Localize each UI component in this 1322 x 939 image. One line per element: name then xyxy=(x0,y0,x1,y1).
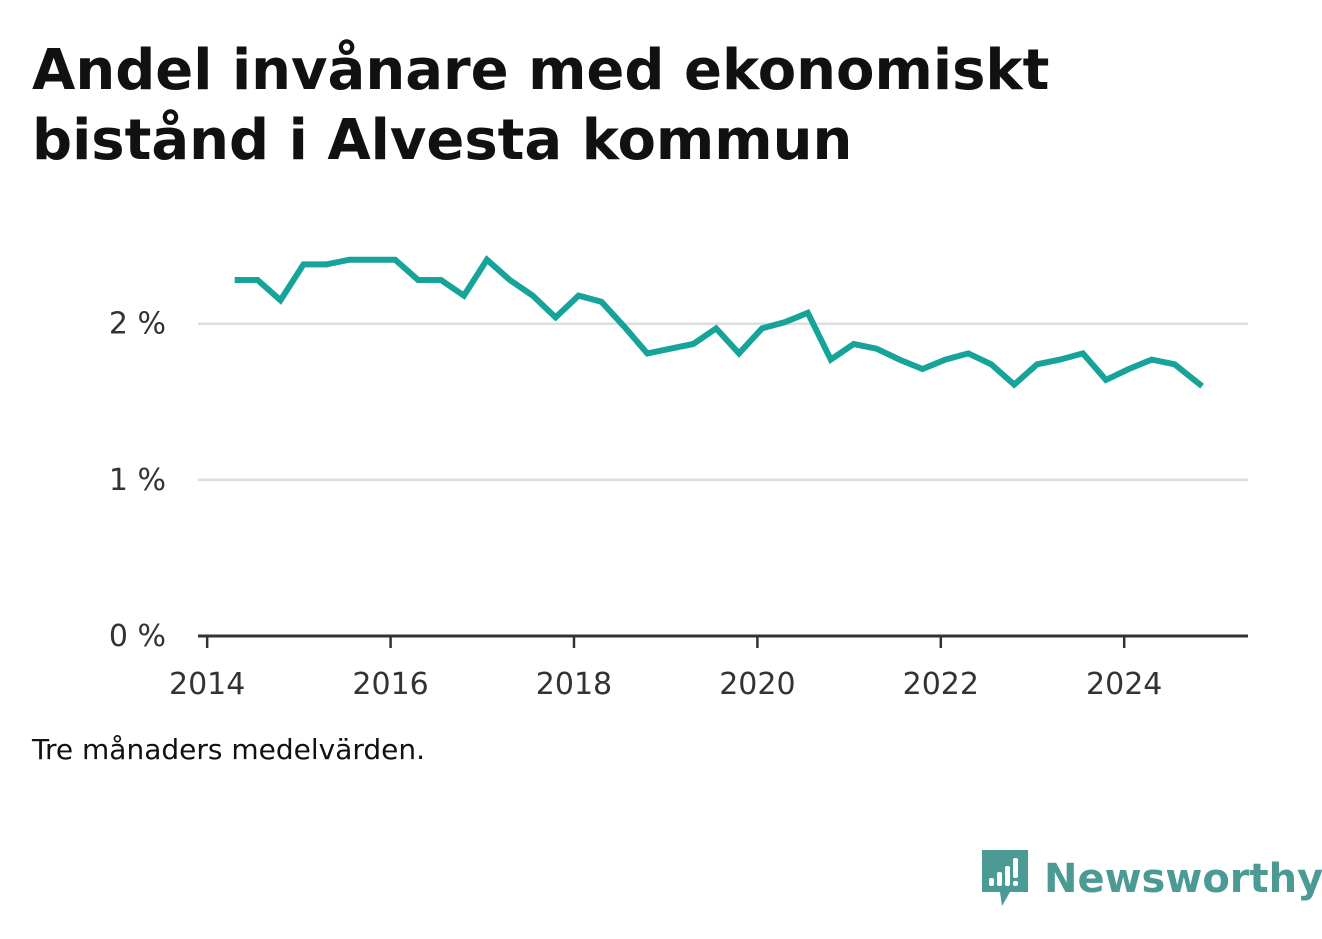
data-point xyxy=(461,293,467,299)
chart-note: Tre månaders medelvärden. xyxy=(32,733,426,766)
data-point xyxy=(530,293,536,299)
data-point xyxy=(1011,382,1017,388)
newsworthy-logo-icon xyxy=(982,850,1028,906)
data-point xyxy=(965,350,971,356)
line-chart: 0 % 1 % 2 % 2014 2016 2018 2020 2022 2024 xyxy=(109,255,1248,702)
data-point xyxy=(392,257,398,263)
series-line xyxy=(234,255,1204,389)
data-point xyxy=(278,297,284,303)
data-point xyxy=(1199,383,1205,389)
data-point xyxy=(667,346,673,352)
data-point xyxy=(805,310,811,316)
data-point xyxy=(598,299,604,305)
data-point xyxy=(553,314,559,320)
data-point xyxy=(346,257,352,263)
data-point xyxy=(255,277,261,283)
chart-title: Andel invånare med ekonomiskt bistånd i … xyxy=(32,38,1050,173)
data-point xyxy=(576,293,582,299)
data-point xyxy=(484,257,490,263)
x-tick-label: 2016 xyxy=(352,667,428,702)
x-tick-label: 2018 xyxy=(536,667,612,702)
x-axis: 2014 2016 2018 2020 2022 2024 xyxy=(169,634,1248,702)
data-point xyxy=(919,366,925,372)
data-point xyxy=(851,341,857,347)
data-point xyxy=(988,361,994,367)
data-point xyxy=(300,261,306,267)
data-point xyxy=(507,277,513,283)
data-point xyxy=(828,357,834,363)
grid-lines xyxy=(198,322,1248,482)
data-point xyxy=(942,357,948,363)
data-point xyxy=(782,319,788,325)
data-point xyxy=(1034,361,1040,367)
data-point xyxy=(438,277,444,283)
x-tick-label: 2024 xyxy=(1086,667,1162,702)
data-point xyxy=(1126,366,1132,372)
data-point xyxy=(713,325,719,331)
data-point xyxy=(690,341,696,347)
data-point xyxy=(1172,361,1178,367)
data-point xyxy=(1103,377,1109,383)
data-point xyxy=(232,277,238,283)
data-point xyxy=(415,277,421,283)
data-point xyxy=(323,261,329,267)
x-tick-label: 2014 xyxy=(169,667,245,702)
y-axis-ticks: 0 % 1 % 2 % xyxy=(109,307,166,654)
data-point xyxy=(897,357,903,363)
x-tick-label: 2020 xyxy=(719,667,795,702)
brand-logo[interactable]: Newsworthy xyxy=(980,848,1322,910)
y-tick-label: 0 % xyxy=(109,619,166,654)
y-tick-label: 2 % xyxy=(109,307,166,342)
data-series xyxy=(232,255,1205,389)
y-tick-label: 1 % xyxy=(109,463,166,498)
data-point xyxy=(759,325,765,331)
data-point xyxy=(621,324,627,330)
data-point xyxy=(369,257,375,263)
x-tick-label: 2022 xyxy=(903,667,979,702)
data-point xyxy=(1057,357,1063,363)
data-point xyxy=(1080,350,1086,356)
data-point xyxy=(1149,357,1155,363)
brand-name: Newsworthy xyxy=(1044,856,1322,902)
data-point xyxy=(874,346,880,352)
data-point xyxy=(644,350,650,356)
data-point xyxy=(736,350,742,356)
